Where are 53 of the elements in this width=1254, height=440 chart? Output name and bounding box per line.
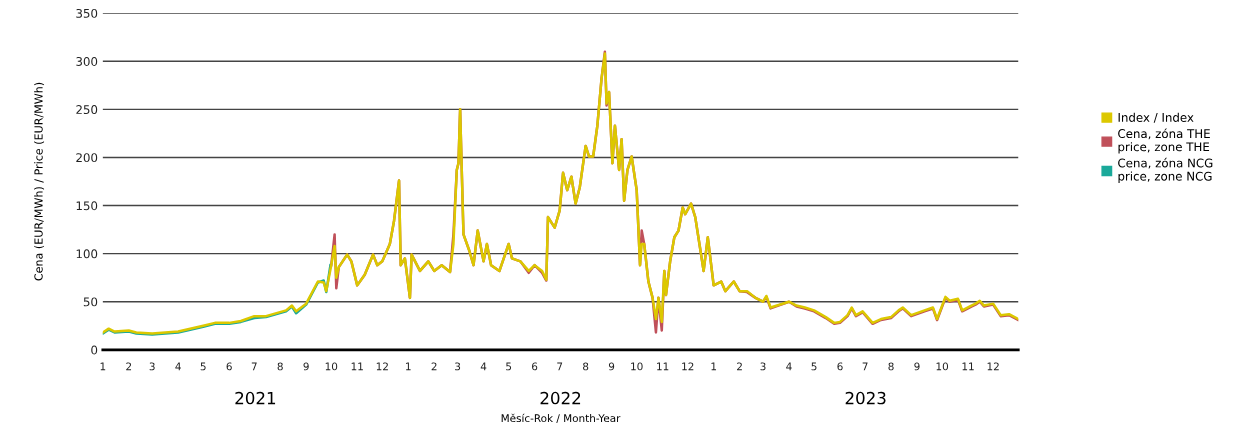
y-tick-label: 350: [76, 8, 98, 18]
x-tick-label: 1: [406, 362, 411, 371]
legend-label: Cena, zóna NCG price, zone NCG: [1118, 157, 1213, 183]
y-tick-label: 300: [76, 57, 98, 66]
line-series: [102, 52, 1019, 335]
x-tick-label: 10: [936, 362, 949, 371]
x-tick-label: 5: [200, 362, 206, 371]
x-tick-label: 2: [431, 362, 437, 371]
text: 2022: [540, 391, 581, 405]
x-tick-label: 10: [325, 362, 338, 371]
x-tick-label: 3: [455, 362, 461, 371]
x-tick-label: 10: [631, 362, 643, 371]
x-axis-title: Měsíc-Rok / Month-Year: [501, 413, 621, 423]
x-tick-label: 4: [480, 362, 487, 371]
x-tick-label: 2: [126, 362, 132, 371]
x-tick-label: 8: [888, 362, 894, 371]
y-tick-label: 250: [76, 105, 98, 115]
x-tick-label: 3: [149, 362, 155, 371]
x-tick-label: 9: [608, 362, 615, 371]
text: 2021: [235, 391, 276, 405]
x-tick-label: 5: [811, 362, 817, 371]
x-tick-label: 11: [962, 362, 974, 371]
y-tick-label: 50: [83, 297, 98, 307]
x-tick-label: 12: [376, 362, 388, 371]
x-tick-label: 4: [175, 362, 181, 371]
x-tick-label: 9: [914, 362, 920, 371]
x-tick-label: 5: [506, 362, 512, 371]
x-tick-label: 8: [583, 362, 589, 371]
x-tick-label: 7: [862, 362, 868, 371]
x-tick-label: 8: [277, 362, 283, 371]
y-tick-label: 150: [76, 201, 98, 211]
x-tick-label: 11: [351, 362, 363, 371]
legend-label: Index / Index: [1118, 112, 1194, 123]
legend-label: Cena, zóna THE price, zone THE: [1118, 128, 1210, 154]
x-tick-label: 7: [557, 362, 563, 371]
x-tick-label: 4: [786, 362, 792, 371]
x-tick-label: 12: [987, 362, 999, 371]
x-tick-label: 3: [760, 362, 766, 371]
text: 2023: [845, 391, 886, 405]
x-tick-label: 1: [100, 362, 106, 371]
y-tick-label: 0: [91, 345, 98, 355]
x-tick-label: 11: [657, 362, 669, 371]
x-tick-label: 1: [711, 362, 717, 371]
x-tick-label: 6: [226, 362, 232, 371]
y-tick-label: 100: [76, 249, 98, 259]
x-tick-label: 7: [251, 362, 257, 371]
y-tick-label: 200: [76, 153, 98, 163]
x-tick-label: 6: [532, 362, 538, 371]
x-tick-label: 12: [682, 362, 694, 371]
x-tick-label: 6: [837, 362, 843, 371]
x-tick-label: 9: [303, 362, 309, 371]
y-axis-title: Cena (EUR/MWh) / Price (EUR/MWh): [34, 82, 45, 281]
x-tick-label: 2: [737, 362, 742, 371]
